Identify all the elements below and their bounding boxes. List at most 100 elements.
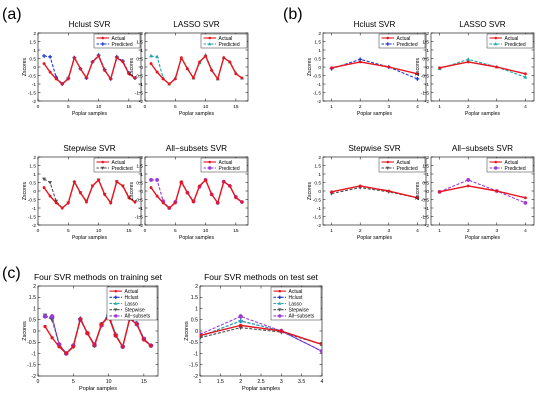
data-point <box>149 62 153 66</box>
data-point <box>216 201 220 205</box>
data-point <box>240 200 244 204</box>
y-tick-label: 0 <box>33 329 36 335</box>
data-point <box>173 77 177 81</box>
y-tick-label: -1 <box>31 351 36 357</box>
data-point <box>115 56 119 60</box>
data-point <box>216 77 220 81</box>
chart-title: LASSO SVR <box>459 20 506 29</box>
data-point <box>192 76 195 80</box>
y-tick-label: 1 <box>318 48 321 54</box>
data-point <box>97 54 101 58</box>
plot-area <box>149 178 244 210</box>
y-tick-label: -2 <box>317 223 322 229</box>
data-point <box>387 189 391 193</box>
data-point <box>66 201 70 205</box>
legend-label: Predicted <box>112 166 133 172</box>
data-point <box>78 67 82 71</box>
y-tick-label: -0.5 <box>135 73 144 79</box>
x-axis-label: Poplar samples <box>357 111 393 117</box>
x-axis-label: Poplar samples <box>79 386 117 392</box>
chart-a1: Hclust SVR-2-1.5-1-0.500.511.520 5 10 15Pop… <box>22 20 142 117</box>
y-tick-label: 0 <box>195 329 198 335</box>
charts: Hclust SVR-2-1.5-1-0.500.511.520 5 10 15Pop… <box>22 20 535 392</box>
y-tick-label: -2 <box>425 99 430 105</box>
plot-area <box>329 57 420 81</box>
y-tick-label: -1.5 <box>28 90 37 96</box>
series-line-actual <box>43 179 136 209</box>
y-tick-label: -1.5 <box>135 90 144 96</box>
legend-label: Stepwise <box>125 308 146 314</box>
data-point <box>179 56 183 60</box>
data-point <box>71 345 75 349</box>
y-tick-label: -2 <box>32 223 37 229</box>
data-point <box>523 75 528 79</box>
x-axis-label: Poplar samples <box>179 111 215 117</box>
x-tick-label: 5 <box>67 104 70 110</box>
data-point <box>200 336 203 341</box>
data-point <box>330 66 334 70</box>
data-point <box>204 178 208 182</box>
y-tick-label: 0 <box>140 189 143 195</box>
y-tick-label: 1.5 <box>314 39 321 45</box>
data-point <box>278 308 282 312</box>
x-tick-label: 2 <box>467 228 470 234</box>
legend-label: Actual <box>219 160 233 166</box>
y-tick-label: -1.5 <box>27 363 36 369</box>
x-tick-label: 1.5 <box>217 379 224 385</box>
data-point <box>386 166 390 170</box>
data-point <box>234 196 238 200</box>
plot-area <box>200 314 322 354</box>
data-point <box>121 345 125 349</box>
data-point <box>127 72 131 76</box>
data-point <box>91 184 94 188</box>
y-tick-label: 1 <box>426 48 429 54</box>
data-point <box>200 333 202 338</box>
legend-label: All−subsets <box>289 314 315 320</box>
y-axis-label: Zscores <box>307 181 313 200</box>
y-tick-label: 2 <box>140 155 143 161</box>
legend-label: Predicted <box>397 166 418 172</box>
chart-a4: All−subsets SVR -2 -1.5 -1 -0.5 0 0.5 1 1.5 2 0 5 10… <box>129 144 249 241</box>
panel-label-b: (b) <box>283 6 303 23</box>
y-tick-label: 1.5 <box>29 39 36 45</box>
data-point <box>415 77 420 81</box>
x-tick-label: 2 <box>467 104 470 110</box>
y-tick-label: -1.5 <box>189 363 198 369</box>
y-tick-label: 1 <box>33 306 36 312</box>
data-point <box>179 180 183 184</box>
x-tick-label: 4 <box>416 104 419 110</box>
data-point <box>121 184 125 188</box>
data-point <box>60 206 64 210</box>
panel-labels: (a) (b) (c) <box>2 6 303 282</box>
data-point <box>222 56 226 60</box>
data-point <box>121 60 125 64</box>
panel-label-c: (c) <box>2 265 21 282</box>
data-point <box>72 180 76 184</box>
data-point <box>161 77 165 81</box>
x-tick-label: 15 <box>233 228 239 234</box>
series-line-actual <box>439 61 526 75</box>
data-point <box>185 67 189 71</box>
y-axis-label: Zscores <box>22 321 28 341</box>
y-tick-label: -0.5 <box>313 73 322 79</box>
y-tick-label: -0.5 <box>28 73 37 79</box>
data-point <box>101 42 105 46</box>
x-tick-label: 4 <box>524 104 527 110</box>
series-line-actual <box>331 185 418 199</box>
data-point <box>466 57 471 61</box>
legend-label: Predicted <box>505 42 526 48</box>
data-point <box>115 180 119 184</box>
series-line-allsub <box>439 179 526 204</box>
y-tick-label: 0.5 <box>29 180 36 186</box>
data-point <box>66 77 70 81</box>
series-line-actual <box>43 55 136 85</box>
y-tick-label: 0 <box>33 65 36 71</box>
data-point <box>149 343 153 348</box>
y-tick-label: -1 <box>32 206 37 212</box>
data-point <box>208 166 212 170</box>
